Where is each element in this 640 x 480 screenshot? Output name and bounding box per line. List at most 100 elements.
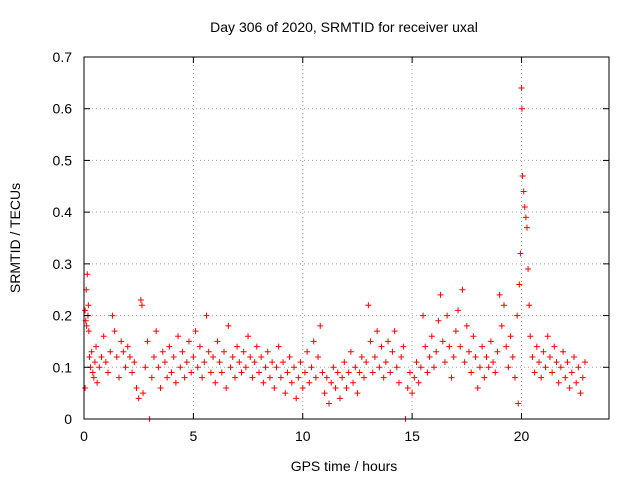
data-point bbox=[523, 224, 530, 231]
data-point bbox=[138, 302, 145, 309]
data-point bbox=[201, 359, 208, 366]
data-point bbox=[293, 395, 300, 402]
data-point bbox=[251, 359, 258, 366]
data-point bbox=[505, 364, 512, 371]
data-point bbox=[446, 343, 453, 350]
data-point bbox=[256, 369, 262, 376]
data-point bbox=[199, 374, 206, 381]
data-point bbox=[517, 250, 524, 257]
data-point bbox=[84, 271, 91, 278]
data-point bbox=[131, 359, 138, 366]
data-point bbox=[266, 374, 273, 381]
x-tick-label: 5 bbox=[189, 428, 197, 444]
data-point bbox=[205, 348, 212, 355]
data-point bbox=[352, 364, 359, 371]
data-point bbox=[280, 359, 287, 366]
data-point bbox=[371, 353, 378, 360]
data-point bbox=[271, 384, 278, 391]
data-point bbox=[319, 369, 326, 376]
data-point bbox=[437, 291, 444, 298]
data-point bbox=[85, 302, 92, 309]
data-point bbox=[343, 384, 350, 391]
data-point bbox=[560, 348, 567, 355]
data-point bbox=[514, 312, 521, 319]
chart-title: Day 306 of 2020, SRMTID for receiver uxa… bbox=[210, 19, 478, 35]
data-point bbox=[135, 395, 142, 402]
data-point bbox=[494, 348, 501, 355]
data-point bbox=[452, 328, 459, 335]
data-point bbox=[94, 379, 101, 386]
data-point bbox=[183, 359, 190, 366]
data-point bbox=[317, 322, 324, 329]
data-point bbox=[509, 353, 516, 360]
data-point bbox=[332, 384, 339, 391]
data-point bbox=[426, 353, 433, 360]
data-point bbox=[269, 359, 276, 366]
data-point bbox=[166, 343, 173, 350]
gridlines bbox=[84, 57, 609, 419]
x-axis-label: GPS time / hours bbox=[291, 458, 398, 474]
data-point bbox=[358, 353, 365, 360]
data-point bbox=[118, 338, 125, 345]
data-point bbox=[301, 369, 308, 376]
data-point bbox=[260, 379, 267, 386]
data-point bbox=[88, 348, 95, 355]
data-point bbox=[83, 322, 90, 329]
data-point bbox=[312, 374, 319, 381]
data-point bbox=[428, 333, 435, 340]
data-point bbox=[249, 374, 256, 381]
data-point bbox=[284, 369, 291, 376]
data-point bbox=[498, 322, 505, 329]
y-tick-labels: 0 0.1 0.2 0.3 0.4 0.5 0.6 0.7 bbox=[53, 49, 73, 427]
data-point bbox=[501, 302, 507, 309]
data-point bbox=[441, 359, 448, 366]
data-point bbox=[181, 374, 188, 381]
y-axis-label: SRMTID / TECUs bbox=[7, 183, 23, 293]
data-point bbox=[100, 333, 107, 340]
data-point bbox=[93, 343, 100, 350]
data-point bbox=[444, 312, 451, 319]
data-point bbox=[82, 384, 89, 391]
data-point bbox=[85, 328, 92, 335]
data-point bbox=[140, 390, 147, 397]
data-point bbox=[496, 291, 503, 298]
data-point bbox=[380, 374, 387, 381]
data-point bbox=[86, 353, 93, 360]
data-point bbox=[137, 297, 144, 304]
data-point bbox=[288, 379, 295, 386]
data-point bbox=[310, 338, 317, 345]
data-point bbox=[214, 338, 221, 345]
data-point bbox=[339, 374, 346, 381]
data-point bbox=[133, 384, 140, 391]
data-point bbox=[299, 384, 306, 391]
data-point bbox=[151, 353, 157, 360]
data-point bbox=[164, 374, 171, 381]
data-point bbox=[363, 359, 370, 366]
data-point bbox=[448, 374, 455, 381]
data-point bbox=[424, 369, 431, 376]
data-point bbox=[273, 364, 280, 371]
data-point bbox=[369, 369, 376, 376]
data-point bbox=[308, 364, 315, 371]
data-point bbox=[389, 348, 396, 355]
data-point bbox=[291, 364, 297, 371]
data-point bbox=[450, 353, 457, 360]
data-point bbox=[455, 307, 462, 314]
y-tick-label: 0.7 bbox=[53, 49, 73, 65]
y-tick-label: 0.4 bbox=[53, 204, 73, 220]
data-point bbox=[356, 369, 363, 376]
data-point bbox=[216, 359, 223, 366]
data-point bbox=[236, 359, 243, 366]
data-point bbox=[231, 374, 238, 381]
data-point bbox=[304, 348, 311, 355]
plot-frame bbox=[83, 56, 610, 420]
data-point bbox=[361, 374, 367, 381]
data-point bbox=[196, 343, 203, 350]
data-point bbox=[411, 374, 418, 381]
data-point bbox=[113, 353, 120, 360]
data-point bbox=[153, 328, 160, 335]
data-point bbox=[82, 307, 89, 314]
data-point bbox=[568, 369, 575, 376]
data-point bbox=[378, 343, 385, 350]
